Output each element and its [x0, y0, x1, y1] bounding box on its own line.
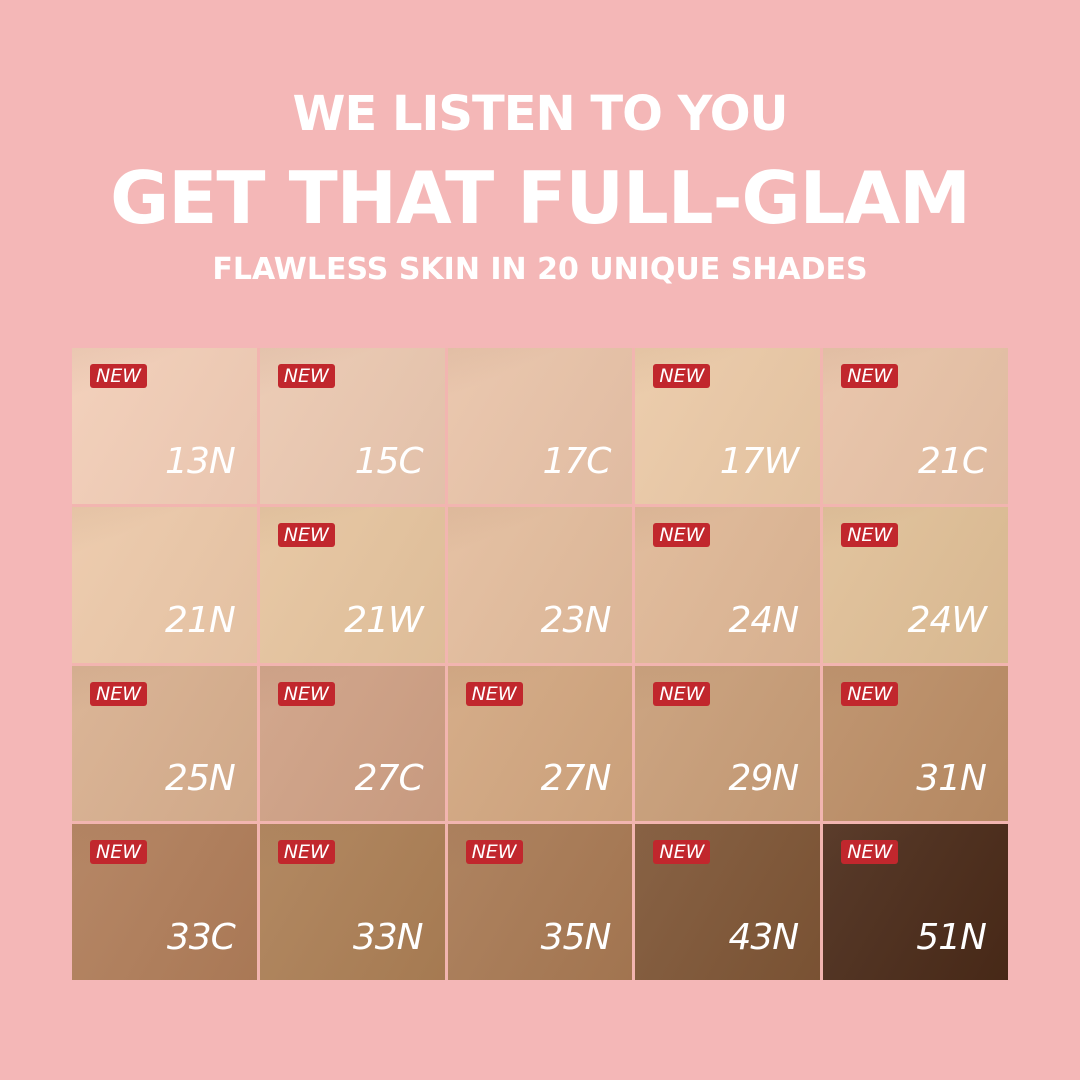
new-badge: NEW	[653, 681, 711, 706]
shade-name: 13N	[165, 440, 236, 482]
subtitle: FLAWLESS SKIN IN 20 UNIQUE SHADES	[212, 252, 868, 287]
shade-name: 24W	[907, 599, 987, 641]
shade-swatch: NEW 27C	[259, 665, 445, 822]
shade-swatch: NEW 27N	[447, 665, 633, 822]
shade-name: 17W	[719, 440, 799, 482]
headline-tagline: WE LISTEN TO YOU	[292, 86, 789, 142]
new-badge: NEW	[653, 364, 711, 388]
shade-swatch: NEW 43N	[635, 824, 821, 980]
shade-name: 24N	[728, 599, 799, 641]
new-badge: NEW	[277, 681, 335, 706]
shade-swatch: NEW 31N	[823, 665, 1008, 822]
new-badge: NEW	[841, 840, 899, 865]
shade-swatch: NEW 17W	[635, 348, 821, 504]
shade-name: 35N	[540, 917, 612, 958]
shade-swatch: NEW 29N	[635, 665, 821, 822]
new-badge: NEW	[277, 364, 335, 388]
shade-name: 21W	[344, 599, 423, 641]
new-badge: NEW	[90, 364, 148, 388]
shade-swatch: NEW 33N	[259, 824, 445, 980]
shade-swatch: NEW 15C	[259, 348, 445, 504]
shade-name: 33N	[352, 917, 424, 958]
shade-name: 43N	[728, 917, 799, 958]
new-badge: NEW	[277, 840, 335, 865]
new-badge: NEW	[841, 364, 899, 388]
shade-swatch: NEW 51N	[823, 824, 1008, 980]
shade-swatch: 23N	[447, 506, 633, 663]
new-badge: NEW	[841, 681, 899, 706]
new-badge: NEW	[465, 840, 523, 865]
shade-name: 15C	[354, 440, 424, 482]
shade-swatch: NEW 24N	[635, 506, 821, 663]
shade-swatch: NEW 35N	[447, 824, 633, 980]
new-badge: NEW	[90, 840, 148, 865]
new-badge: NEW	[653, 522, 711, 547]
shade-grid: NEW 13N NEW 15C 17C NEW 17W NEW 21C 21N NEW 21W 23N N…	[72, 348, 1008, 980]
shade-name: 27N	[540, 758, 612, 800]
page-title: GET THAT FULL-GLAM	[110, 156, 971, 240]
shade-name: 27C	[354, 758, 424, 800]
shade-swatch: NEW 33C	[72, 824, 257, 980]
shade-swatch: NEW 24W	[823, 506, 1008, 663]
shade-swatch: 17C	[447, 348, 633, 504]
new-badge: NEW	[841, 522, 899, 547]
new-badge: NEW	[90, 681, 148, 706]
shade-name: 21C	[918, 440, 987, 482]
shade-name: 33C	[166, 917, 236, 958]
shade-name: 25N	[165, 758, 236, 800]
shade-name: 31N	[916, 758, 987, 800]
shade-name: 51N	[916, 917, 987, 958]
shade-name: 23N	[540, 599, 612, 641]
new-badge: NEW	[277, 522, 335, 547]
shade-swatch: NEW 21W	[259, 506, 445, 663]
new-badge: NEW	[653, 840, 711, 865]
shade-name: 17C	[542, 440, 611, 482]
shade-swatch: NEW 21C	[823, 348, 1008, 504]
shade-name: 29N	[728, 758, 799, 800]
shade-name: 21N	[165, 599, 236, 641]
shade-swatch: 21N	[72, 506, 257, 663]
shade-swatch: NEW 25N	[72, 665, 257, 822]
new-badge: NEW	[465, 681, 523, 706]
shade-swatch: NEW 13N	[72, 348, 257, 504]
